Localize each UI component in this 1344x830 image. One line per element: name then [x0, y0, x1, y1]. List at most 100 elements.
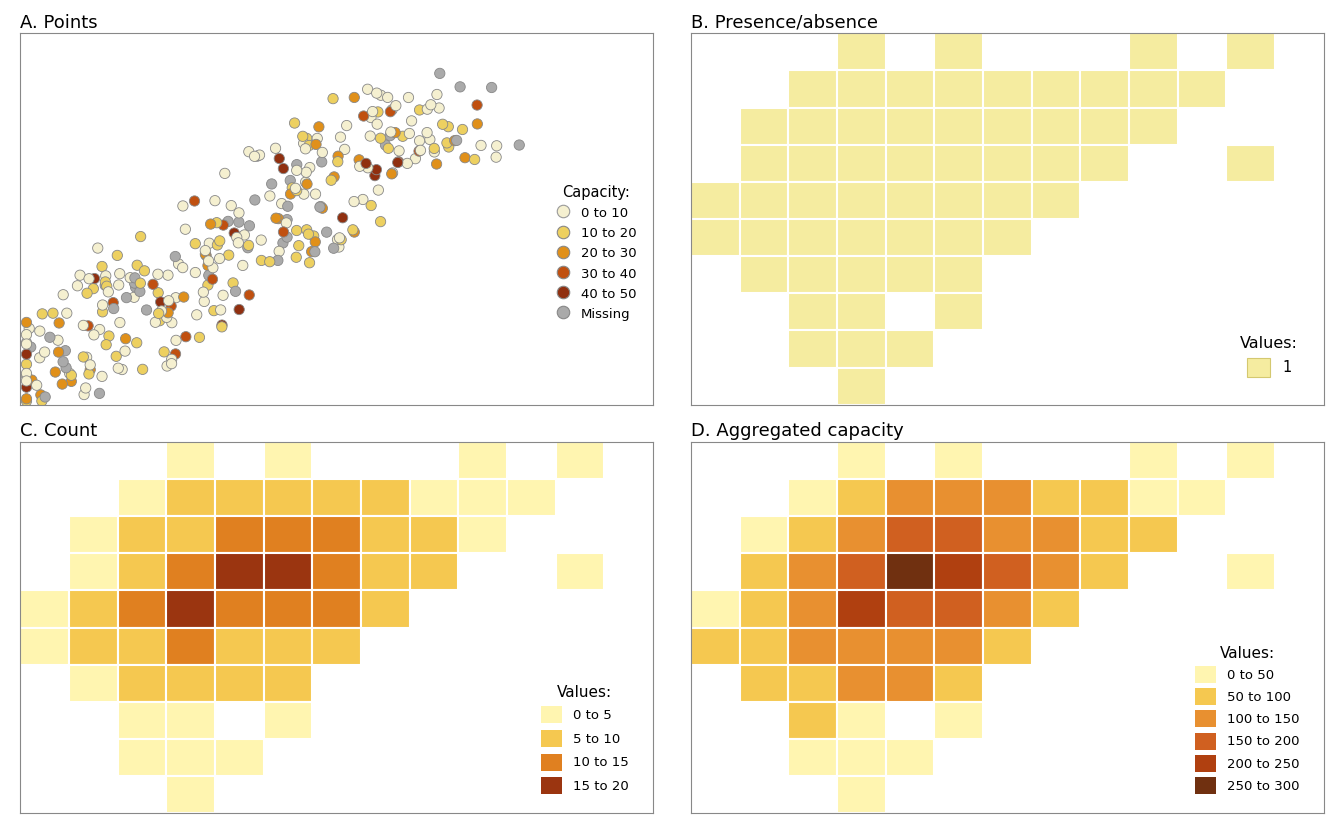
- Point: [220, 199, 242, 212]
- Point: [305, 188, 327, 201]
- Bar: [837, 219, 886, 256]
- Point: [485, 150, 507, 164]
- Point: [207, 238, 228, 251]
- Point: [26, 378, 47, 392]
- Point: [358, 161, 379, 174]
- Bar: [837, 330, 886, 368]
- Point: [44, 365, 66, 378]
- Point: [360, 199, 382, 212]
- Bar: [789, 479, 837, 516]
- Point: [160, 300, 181, 313]
- Point: [310, 155, 332, 168]
- Point: [48, 316, 70, 330]
- Bar: [982, 182, 1032, 219]
- Point: [398, 90, 419, 104]
- Point: [124, 290, 145, 304]
- Bar: [739, 219, 789, 256]
- Bar: [934, 108, 982, 144]
- Bar: [69, 516, 117, 554]
- Point: [396, 157, 418, 170]
- Point: [305, 235, 327, 248]
- Point: [124, 276, 145, 290]
- Bar: [691, 219, 739, 256]
- Bar: [117, 590, 167, 627]
- Point: [388, 144, 410, 158]
- Point: [77, 286, 98, 300]
- Point: [124, 271, 145, 285]
- Point: [109, 316, 130, 330]
- Point: [305, 138, 327, 151]
- Point: [470, 139, 492, 152]
- Point: [227, 237, 249, 250]
- Bar: [117, 554, 167, 590]
- Bar: [1129, 442, 1177, 479]
- Point: [94, 276, 116, 289]
- Bar: [691, 590, 739, 627]
- Point: [16, 367, 38, 380]
- Bar: [739, 554, 789, 590]
- Point: [202, 261, 223, 275]
- Bar: [410, 479, 458, 516]
- Point: [19, 322, 40, 335]
- Point: [16, 374, 38, 388]
- Point: [298, 227, 320, 241]
- Bar: [982, 627, 1032, 665]
- Point: [288, 239, 309, 252]
- Bar: [1177, 479, 1227, 516]
- Bar: [167, 479, 215, 516]
- Text: D. Aggregated capacity: D. Aggregated capacity: [691, 422, 903, 441]
- Bar: [739, 665, 789, 702]
- Point: [149, 314, 171, 327]
- Bar: [789, 330, 837, 368]
- Point: [16, 328, 38, 341]
- Point: [449, 81, 470, 94]
- Point: [376, 90, 398, 104]
- Point: [358, 83, 379, 96]
- Point: [125, 281, 146, 294]
- Point: [157, 294, 179, 307]
- Point: [91, 305, 113, 319]
- Bar: [20, 590, 69, 627]
- Point: [67, 279, 89, 292]
- Point: [388, 155, 410, 168]
- Bar: [934, 516, 982, 554]
- Point: [56, 306, 78, 320]
- Point: [298, 139, 320, 152]
- Bar: [1032, 182, 1081, 219]
- Point: [148, 307, 169, 320]
- Bar: [458, 479, 507, 516]
- Point: [379, 105, 401, 119]
- Point: [269, 245, 290, 258]
- Bar: [312, 627, 362, 665]
- Bar: [117, 627, 167, 665]
- Point: [48, 345, 70, 359]
- Bar: [789, 144, 837, 182]
- Bar: [1032, 71, 1081, 108]
- Bar: [117, 665, 167, 702]
- Bar: [886, 479, 934, 516]
- Point: [78, 368, 99, 381]
- Point: [329, 130, 351, 144]
- Bar: [789, 554, 837, 590]
- Point: [250, 254, 271, 267]
- Point: [378, 142, 399, 155]
- Point: [35, 390, 56, 403]
- Point: [284, 116, 305, 129]
- Point: [173, 290, 195, 304]
- Point: [316, 226, 337, 239]
- Bar: [1032, 516, 1081, 554]
- Bar: [934, 442, 982, 479]
- Bar: [117, 479, 167, 516]
- Point: [224, 285, 246, 298]
- Point: [95, 280, 117, 293]
- Bar: [117, 516, 167, 554]
- Point: [31, 307, 52, 320]
- Bar: [739, 256, 789, 293]
- Point: [343, 195, 364, 208]
- Point: [39, 330, 60, 344]
- Bar: [167, 702, 215, 739]
- Point: [466, 117, 488, 130]
- Point: [348, 154, 370, 167]
- Point: [380, 125, 402, 139]
- Bar: [263, 627, 312, 665]
